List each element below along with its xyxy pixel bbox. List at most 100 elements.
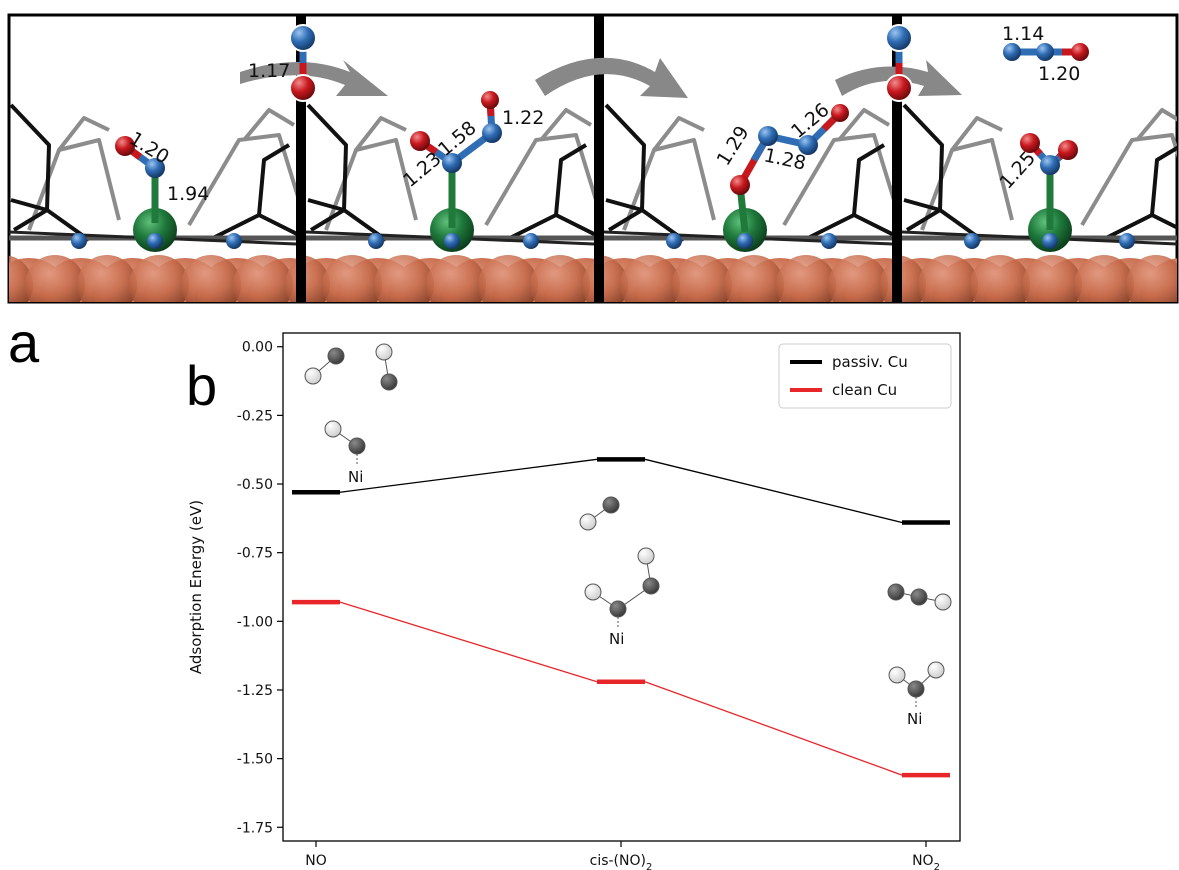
nitrogen-atom [289, 24, 317, 52]
dark-atom [380, 373, 398, 391]
panel-a: 1.17 1.20 1.94 [7, 13, 1179, 304]
x-tick-label: NO [305, 853, 327, 869]
nitrogen-atom [482, 123, 502, 143]
y-tick-label: -1.25 [237, 683, 273, 699]
incoming-no-bond-label: 1.17 [248, 60, 290, 82]
s2-no-bond-b-label: 1.22 [502, 107, 544, 129]
dark-atom [887, 583, 905, 601]
copper-atom [970, 255, 1030, 302]
y-tick-label: -0.75 [237, 546, 273, 562]
divider-3 [892, 15, 902, 302]
nickel-atom [133, 208, 177, 252]
nitrogen-atom [1036, 43, 1054, 61]
nitrogen-atom [821, 233, 837, 249]
copper-atom [530, 255, 590, 302]
dark-atom [348, 437, 366, 455]
copper-atom [1074, 255, 1134, 302]
snapshot-4-adsorbate [1020, 133, 1078, 230]
series-clean [292, 599, 950, 778]
dark-atom [602, 496, 620, 514]
s1-ni-n-bond-label: 1.94 [167, 183, 209, 205]
panel-b-chart: 0.00-0.25-0.50-0.75-1.00-1.25-1.50-1.75 … [187, 332, 961, 870]
nitrogen-atom [1040, 155, 1060, 175]
snapshot-cell-2 [306, 103, 594, 302]
y-axis-label: Adsorption Energy (eV) [187, 500, 205, 674]
oxygen-atom [1071, 43, 1089, 61]
oxygen-atom [1020, 133, 1040, 153]
n2o-no-bond-label: 1.20 [1038, 63, 1080, 85]
nitrogen-atom [444, 233, 460, 249]
copper-atom [285, 261, 296, 302]
connector-line [644, 681, 903, 776]
copper-atom [724, 255, 784, 302]
inset-cis-no2 [579, 496, 660, 628]
nitrogen-atom [1119, 233, 1135, 249]
oxygen-atom [1058, 140, 1078, 160]
legend: passiv. Cu clean Cu [778, 343, 952, 409]
copper-atom [582, 261, 594, 302]
inset-no [304, 343, 398, 466]
light-atom [579, 513, 597, 531]
dark-atom [642, 577, 660, 595]
snapshot-1-adsorbate [115, 136, 165, 223]
nitrogen-atom [145, 158, 165, 178]
copper-atom [918, 255, 978, 302]
x-tick-label: cis-(NO)2 [590, 853, 653, 870]
panel-label-b: b [186, 354, 217, 417]
copper-atom [828, 255, 888, 302]
y-tick-label: -0.50 [237, 477, 273, 493]
light-atom [637, 547, 655, 565]
oxygen-atom [730, 175, 750, 195]
legend-label-passivated: passiv. Cu [832, 353, 908, 371]
copper-atom [77, 255, 137, 302]
copper-atom [426, 255, 486, 302]
snapshot-cell-1 [9, 103, 296, 302]
divider-2 [594, 15, 604, 302]
y-tick-label: -1.00 [237, 614, 273, 630]
inset-ni-label-2: Ni [609, 630, 624, 648]
copper-atom [181, 255, 241, 302]
copper-atom [233, 255, 293, 302]
nitrogen-atom [885, 24, 913, 52]
dark-atom [327, 347, 345, 365]
light-atom [304, 367, 322, 385]
plot-frame [282, 332, 961, 842]
arrow-2 [535, 57, 688, 98]
legend-label-clean: clean Cu [832, 381, 897, 399]
snapshot-3-adsorbate [730, 104, 849, 233]
snapshot-cell-4 [902, 103, 1177, 302]
oxygen-atom [831, 104, 849, 122]
nitrogen-atom [737, 233, 753, 249]
copper-atom [1126, 255, 1177, 302]
n2o-nn-bond-label: 1.14 [1002, 23, 1044, 45]
incoming-no-molecule-2 [885, 24, 913, 102]
nitrogen-atom [758, 126, 778, 146]
snapshot-2-adsorbate [410, 91, 502, 228]
nitrogen-atom [964, 233, 980, 249]
y-tick-label: -1.75 [237, 820, 273, 836]
nickel-atom [430, 208, 474, 252]
light-atom [324, 420, 342, 438]
x-tick-label: NO2 [912, 853, 940, 870]
copper-atom [478, 255, 538, 302]
y-tick-label: 0.00 [242, 340, 273, 356]
y-tick-label: -0.25 [237, 408, 273, 424]
oxygen-atom [115, 136, 135, 156]
nitrogen-atom [442, 153, 462, 173]
nitrogen-atom [368, 233, 384, 249]
dark-atom [609, 600, 627, 618]
arrow-1 [240, 60, 388, 96]
copper-atom [620, 255, 680, 302]
light-atom [375, 343, 393, 361]
nitrogen-atom [226, 233, 242, 249]
y-axis: 0.00 -0.25 -0.50 -0.75 -1.00 -1.25 -1.50 -1.75 [237, 340, 283, 836]
divider-1 [296, 15, 306, 302]
dark-atom [910, 588, 928, 606]
copper-atom [322, 255, 382, 302]
light-atom [584, 583, 602, 601]
inset-ni-label-1: Ni [348, 468, 363, 486]
oxygen-atom [885, 74, 913, 102]
nitrogen-atom [523, 233, 539, 249]
